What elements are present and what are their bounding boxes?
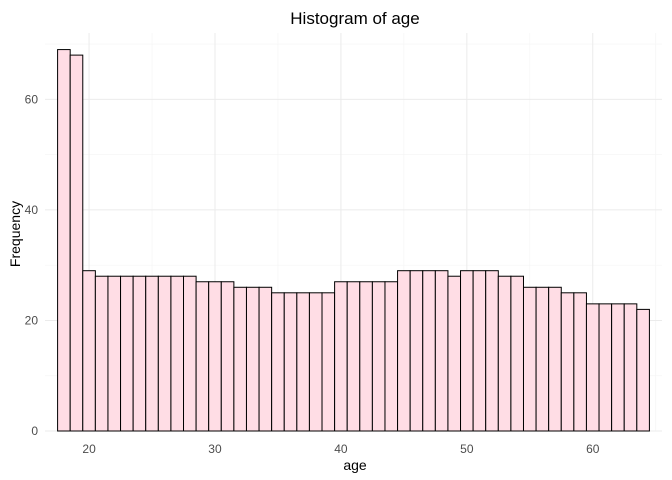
y-axis-label: Frequency: [7, 201, 23, 267]
histogram-bar: [220, 281, 235, 432]
x-tick-label: 20: [82, 442, 96, 456]
histogram-bar: [82, 270, 96, 432]
x-axis-label: age: [343, 457, 367, 473]
histogram-bar: [397, 270, 411, 432]
histogram-bar: [183, 275, 197, 432]
histogram-bar: [334, 281, 348, 432]
histogram-bar: [447, 275, 462, 432]
histogram-bar: [120, 275, 134, 432]
histogram-bar: [208, 281, 222, 432]
histogram-bar: [460, 270, 474, 432]
histogram-bar: [585, 303, 600, 432]
histogram-bar: [472, 270, 487, 432]
histogram-bar: [522, 286, 537, 432]
histogram-bar: [170, 275, 185, 432]
histogram-bar: [560, 292, 575, 432]
histogram-bar: [434, 270, 449, 432]
x-tick-label: 30: [208, 442, 222, 456]
x-tick-label: 40: [334, 442, 348, 456]
histogram-bar: [283, 292, 298, 432]
histogram-bar: [321, 292, 336, 432]
histogram-bar: [195, 281, 210, 432]
histogram-bar: [598, 303, 613, 432]
y-tick-label: 40: [25, 203, 39, 217]
histogram-bar: [422, 270, 436, 432]
histogram-bar: [132, 275, 147, 432]
histogram-bar: [57, 49, 71, 432]
histogram-bar: [510, 275, 524, 432]
histogram-bar: [107, 275, 122, 432]
chart-title: Histogram of age: [290, 9, 419, 28]
histogram-bar: [409, 270, 424, 432]
y-tick-label: 20: [25, 313, 39, 327]
bars: [57, 49, 650, 432]
y-axis-ticks: 0 20 40 60: [25, 92, 39, 438]
x-tick-label: 50: [460, 442, 474, 456]
histogram-bar: [535, 286, 550, 432]
histogram-bar: [69, 54, 84, 432]
y-tick-label: 0: [31, 424, 38, 438]
histogram-bar: [485, 270, 499, 432]
histogram-bar: [245, 286, 260, 432]
histogram-bar: [157, 275, 172, 432]
y-tick-label: 60: [25, 92, 39, 106]
x-tick-label: 60: [586, 442, 600, 456]
histogram-bar: [623, 303, 638, 432]
histogram-bar: [573, 292, 587, 432]
histogram-bar: [346, 281, 361, 432]
x-axis-ticks: 20 30 40 50 60: [82, 442, 599, 456]
histogram-bar: [308, 292, 323, 432]
histogram-bar: [296, 292, 310, 432]
histogram-bar: [384, 281, 399, 432]
histogram-bar: [548, 286, 562, 432]
histogram-bar: [371, 281, 386, 432]
histogram-bar: [636, 308, 650, 432]
histogram-bar: [611, 303, 625, 432]
histogram-bar: [145, 275, 159, 432]
histogram-bar: [258, 286, 273, 432]
histogram-bar: [94, 275, 109, 432]
histogram-bar: [233, 286, 247, 432]
histogram-bar: [497, 275, 512, 432]
histogram-bar: [359, 281, 373, 432]
histogram-bar: [271, 292, 285, 432]
